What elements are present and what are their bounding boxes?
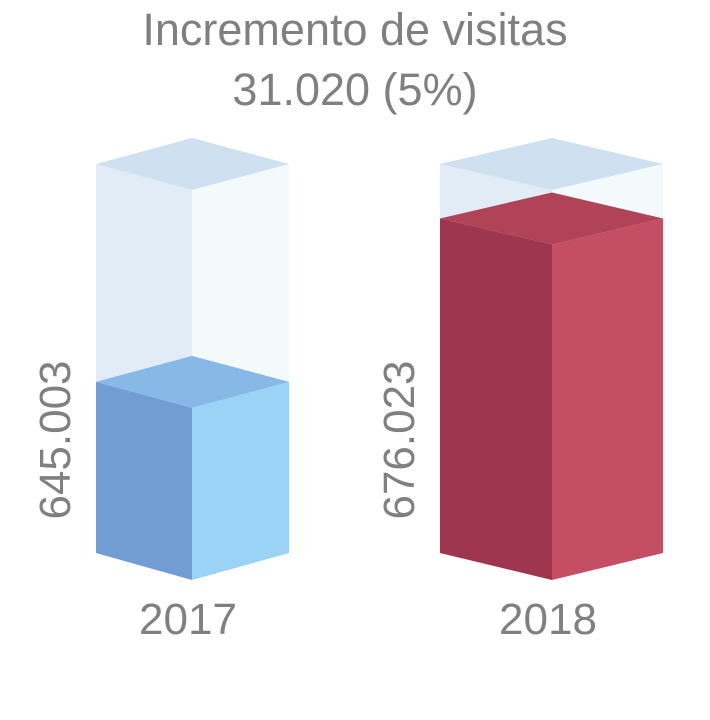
value-label-2018: 676.023 xyxy=(375,360,424,519)
chart-title: Incremento de visitas xyxy=(142,4,568,55)
bar-2018-side-face xyxy=(552,218,663,580)
bar-2017-front-face xyxy=(96,381,192,580)
category-label-2017: 2017 xyxy=(139,595,237,644)
bar-2017-ghost-top-face xyxy=(96,138,289,190)
chart-subtitle: 31.020 (5%) xyxy=(232,64,478,115)
bar-2018-ghost-top-face xyxy=(440,138,663,190)
bar-2017-top-face xyxy=(96,355,289,408)
bar-2018-front-face xyxy=(440,218,552,580)
value-label-2017: 645.003 xyxy=(31,360,80,519)
bar-2017-side-face xyxy=(192,381,289,580)
bar-2018-top-face xyxy=(440,192,663,245)
category-label-2018: 2018 xyxy=(499,595,597,644)
